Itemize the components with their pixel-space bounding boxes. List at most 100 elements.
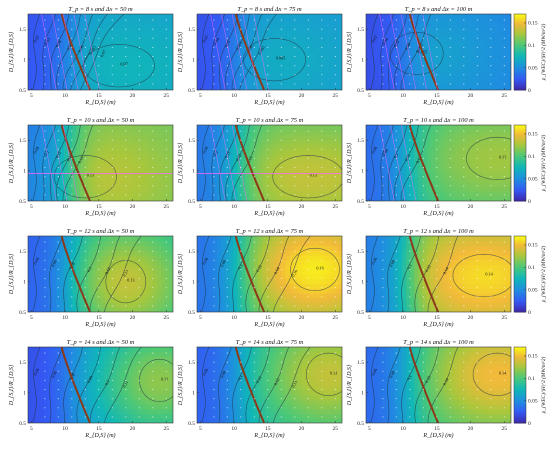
heatmap-cell — [333, 52, 339, 58]
heatmap-cell — [257, 18, 263, 25]
heatmap-cell — [293, 163, 299, 169]
heatmap-cell — [148, 255, 154, 261]
guide-line — [231, 125, 248, 201]
heatmap-cell — [337, 28, 342, 34]
heatmap-cell — [498, 18, 504, 25]
sample-point — [138, 74, 140, 76]
heatmap-cell — [305, 158, 311, 164]
heatmap-cell — [52, 297, 57, 304]
heatmap-cell — [454, 134, 460, 140]
heatmap-cell — [297, 177, 303, 183]
heatmap-cell — [305, 18, 311, 25]
heatmap-cell — [249, 61, 254, 67]
heatmap-cell — [265, 172, 271, 178]
heatmap-cell — [337, 61, 342, 67]
heatmap-cell — [386, 18, 391, 25]
heatmap-cell — [253, 71, 259, 77]
heatmap-cell — [249, 52, 254, 58]
heatmap-cell — [120, 158, 126, 164]
heatmap-cell — [394, 129, 399, 136]
heatmap-cell — [293, 172, 299, 178]
heatmap-cell — [68, 125, 73, 131]
heatmap-cell — [257, 191, 263, 197]
heatmap-cell — [293, 61, 299, 67]
heatmap-cell — [44, 293, 49, 299]
heatmap-cell — [390, 66, 395, 72]
contour-line — [380, 125, 394, 201]
sample-point — [307, 74, 309, 76]
heatmap-cell — [168, 245, 173, 251]
sample-point — [125, 287, 127, 289]
heatmap-cell — [245, 80, 250, 86]
heatmap-cell — [370, 129, 375, 136]
heatmap-cell — [414, 42, 419, 48]
heatmap-cell — [374, 85, 379, 90]
sample-point — [334, 65, 336, 67]
heatmap-cell — [160, 52, 166, 58]
heatmap-cell — [458, 158, 464, 164]
sample-point — [125, 241, 127, 243]
heatmap-cell — [124, 163, 130, 169]
sample-point — [395, 65, 397, 67]
heatmap-cell — [221, 66, 226, 72]
heatmap-cell — [454, 177, 460, 183]
heatmap-cell — [40, 196, 45, 201]
heatmap-cell — [124, 269, 130, 275]
heatmap-cell — [36, 28, 41, 34]
heatmap-cell — [414, 196, 419, 201]
x-tick-label: 10 — [62, 93, 68, 99]
heatmap-cell — [76, 236, 81, 242]
heatmap-cell — [482, 177, 488, 183]
heatmap-cell — [225, 129, 230, 136]
heatmap-cell — [36, 33, 41, 39]
heatmap-cell — [197, 75, 202, 82]
sample-point — [125, 139, 127, 141]
heatmap-cell — [144, 125, 150, 131]
sample-point — [476, 185, 478, 187]
heatmap-cell — [293, 28, 299, 34]
guide-lines — [41, 14, 100, 90]
heatmap-cell — [450, 186, 456, 193]
heatmap-cell — [160, 71, 166, 77]
heatmap-cell — [474, 85, 480, 90]
heatmap-cell — [76, 66, 81, 72]
heatmap-cell — [104, 148, 110, 155]
heatmap-cell — [293, 129, 299, 136]
heatmap-cell — [269, 85, 275, 90]
heatmap-cell — [313, 14, 319, 20]
heatmap-cell — [414, 14, 419, 20]
heatmap-cell — [438, 172, 444, 178]
heatmap-cell — [52, 71, 57, 77]
heatmap-cell — [406, 18, 411, 25]
heatmap-cell — [136, 293, 142, 299]
heatmap-cell — [293, 71, 299, 77]
heatmap-cell — [374, 177, 379, 183]
heatmap-cell — [482, 85, 488, 90]
heatmap-cell — [48, 259, 53, 266]
heatmap-cell — [321, 125, 327, 131]
heatmap-cell — [486, 42, 492, 48]
heatmap-cell — [289, 172, 295, 178]
heatmap-cell — [333, 172, 339, 178]
sample-point — [165, 37, 167, 39]
heatmap-cell — [108, 37, 114, 44]
heatmap-cell — [374, 172, 379, 178]
sample-point — [111, 56, 113, 58]
contour-label: 0.13 — [122, 269, 130, 278]
heatmap-cell — [406, 66, 411, 72]
heatmap-cell — [28, 236, 33, 242]
heatmap-cell — [474, 37, 480, 44]
heatmap-cell — [100, 144, 106, 150]
heatmap-cell — [301, 182, 307, 188]
heatmap-cell — [382, 191, 387, 197]
sample-point — [226, 46, 228, 48]
heatmap-cell — [40, 75, 45, 82]
heatmap-cell — [454, 23, 460, 29]
sample-point — [138, 65, 140, 67]
heatmap-cell — [120, 33, 126, 39]
heatmap-cell — [309, 71, 315, 77]
heatmap-cell — [209, 23, 214, 29]
heatmap-cell — [36, 134, 41, 140]
heatmap-cell — [197, 255, 202, 261]
heatmap-cell — [317, 125, 323, 131]
